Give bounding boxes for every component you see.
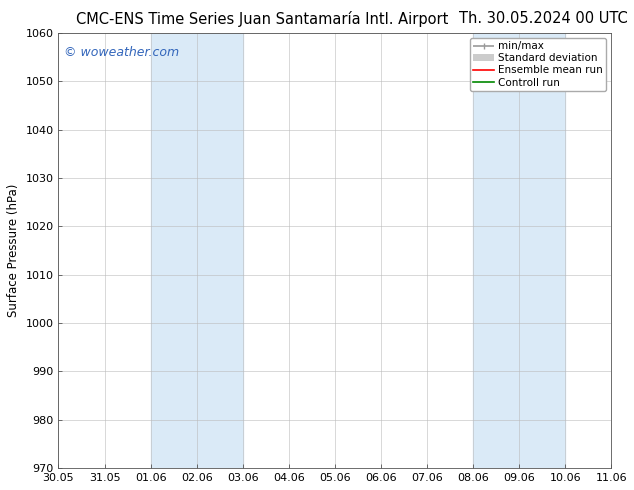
Bar	[151, 33, 243, 468]
Text: CMC-ENS Time Series Juan Santamaría Intl. Airport: CMC-ENS Time Series Juan Santamaría Intl…	[76, 11, 448, 27]
Text: Th. 30.05.2024 00 UTC: Th. 30.05.2024 00 UTC	[459, 11, 628, 26]
Text: © woweather.com: © woweather.com	[64, 46, 179, 59]
Y-axis label: Surface Pressure (hPa): Surface Pressure (hPa)	[7, 184, 20, 318]
Bar	[473, 33, 565, 468]
Legend: min/max, Standard deviation, Ensemble mean run, Controll run: min/max, Standard deviation, Ensemble me…	[470, 38, 606, 91]
